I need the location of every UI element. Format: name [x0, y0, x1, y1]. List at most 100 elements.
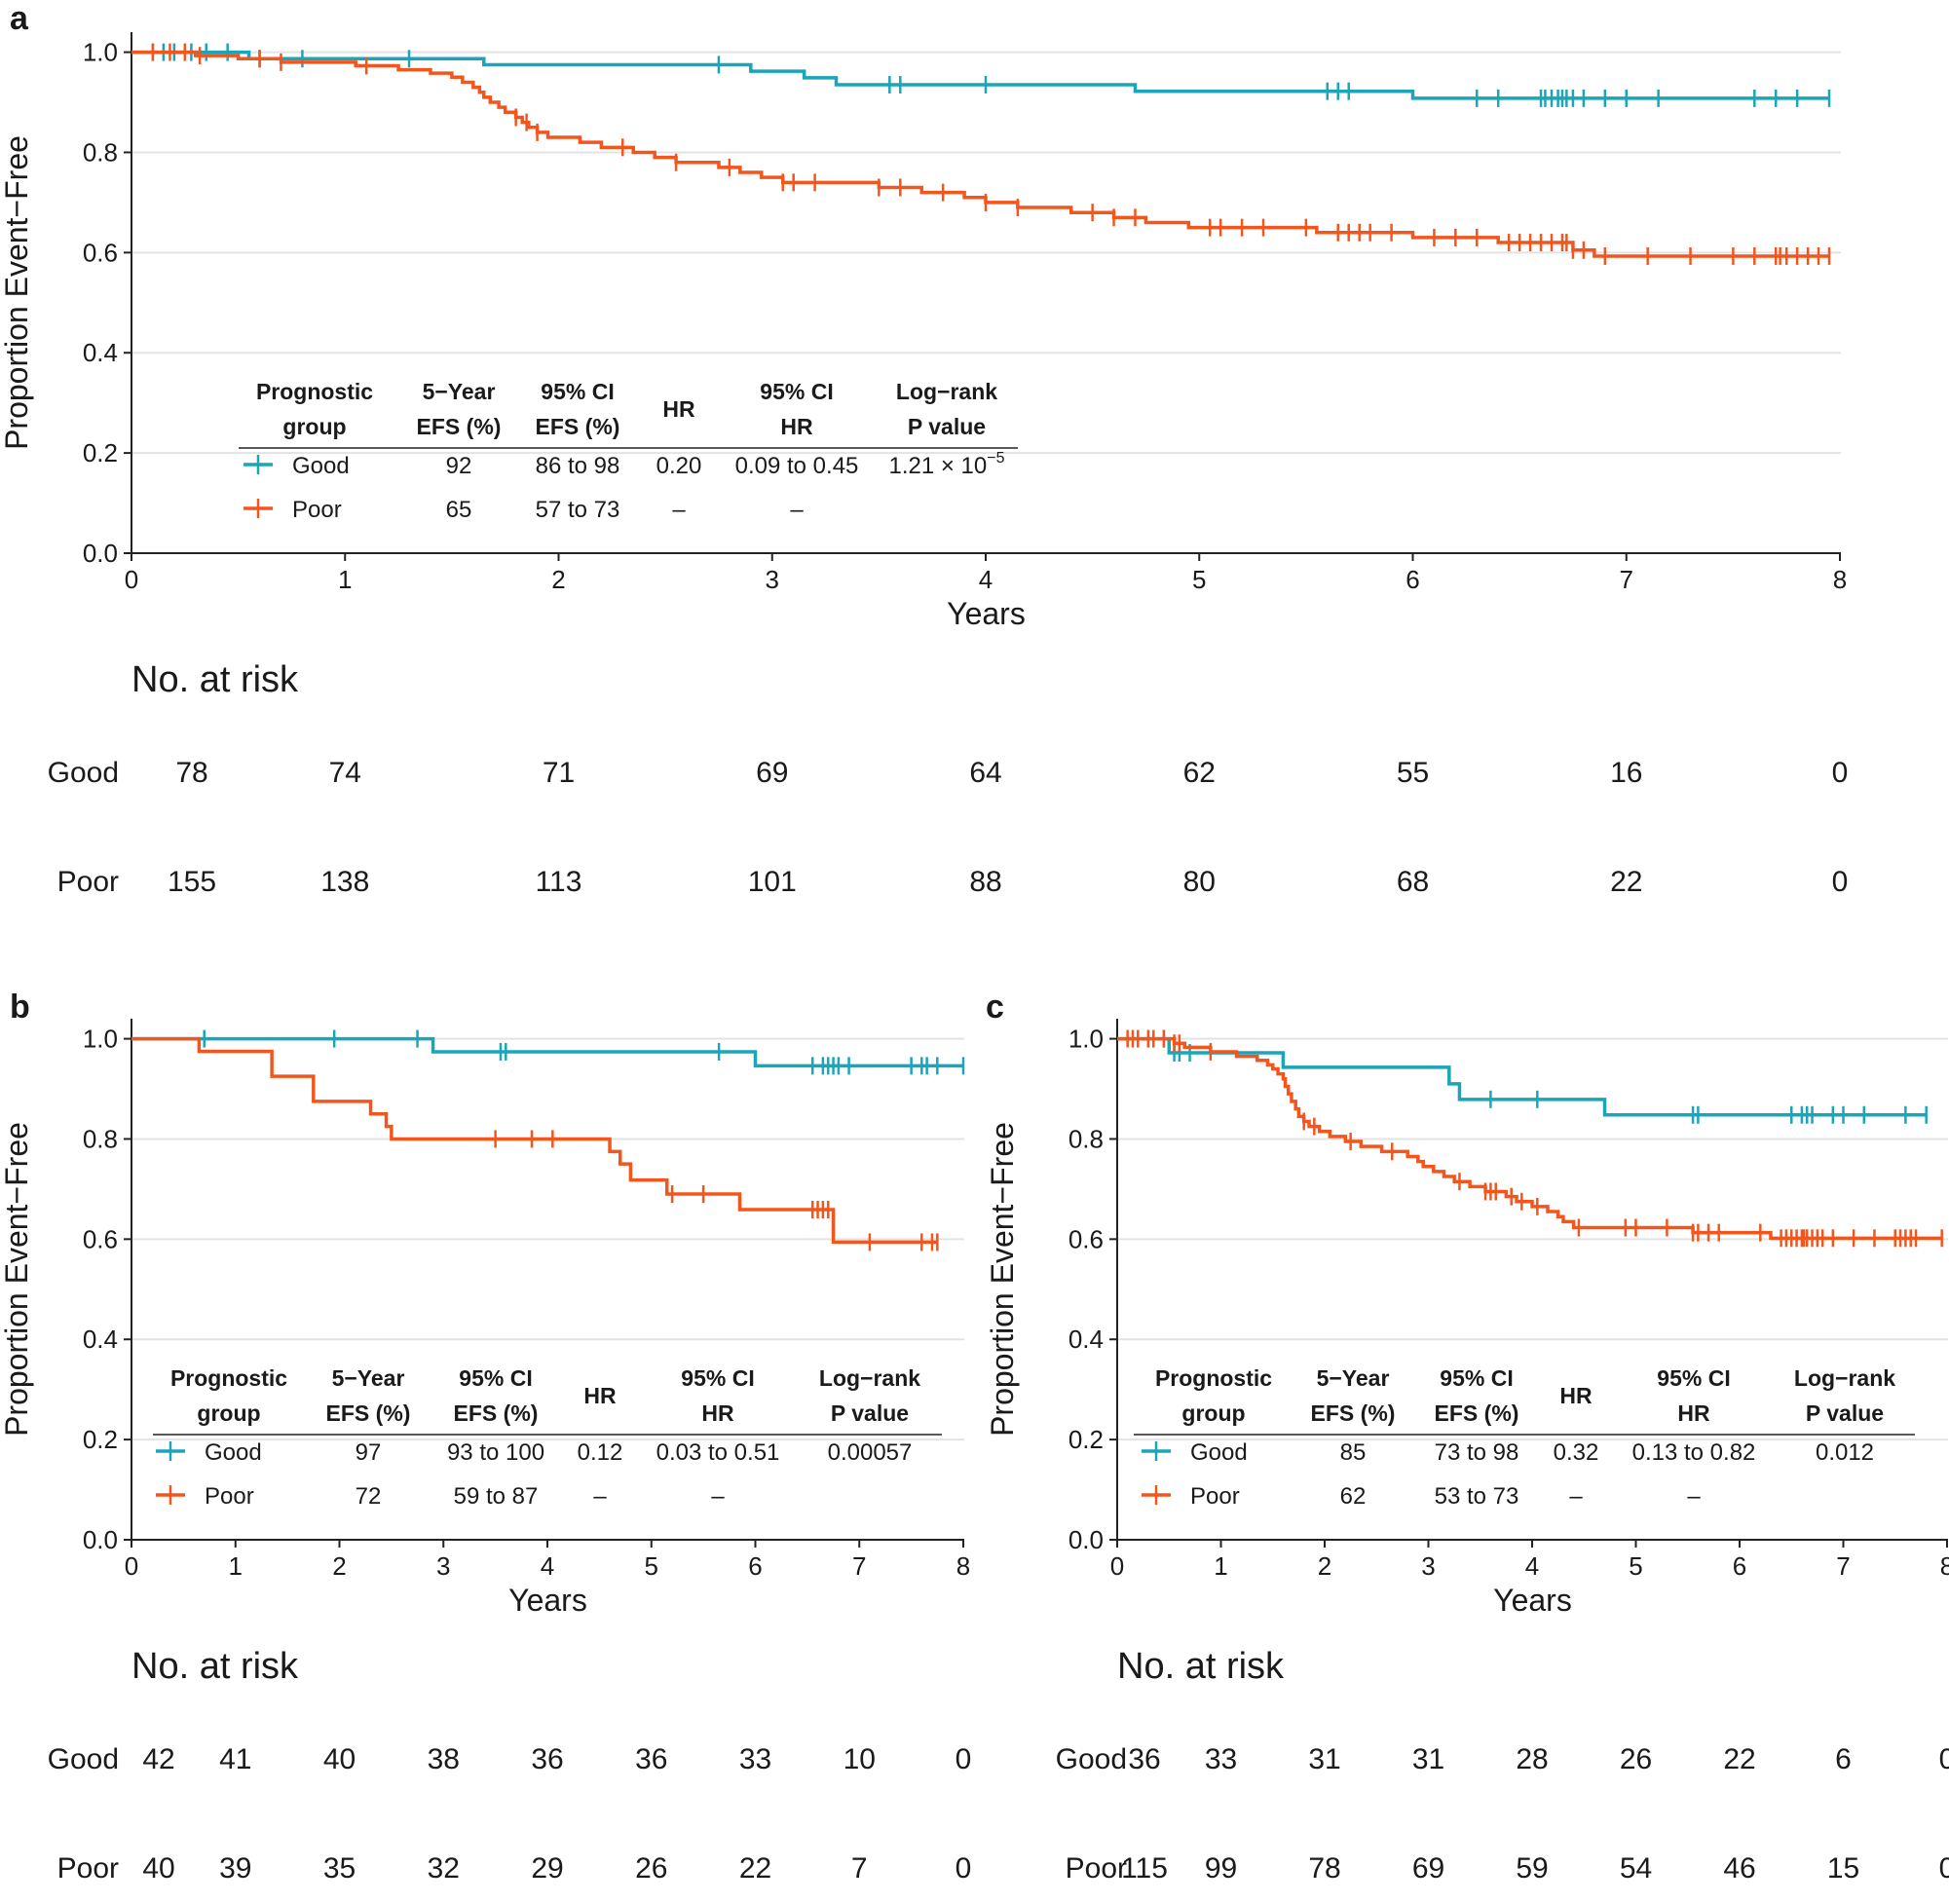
summary-table: Prognostic group 5−Year EFS (%) 95% CI EFS (%… — [153, 1365, 942, 1510]
table-header: 95% CI — [459, 1365, 532, 1391]
table-header: Log−rank — [896, 379, 997, 404]
x-tick-label: 3 — [766, 565, 779, 594]
risk-value: 69 — [756, 757, 788, 789]
x-tick-label: 5 — [1629, 1551, 1642, 1581]
table-cell: – — [790, 497, 804, 523]
table-cell: 0.09 to 0.45 — [735, 453, 859, 479]
y-axis-title: Proportion Event−Free — [985, 1122, 1020, 1437]
table-cell: 0.03 to 0.51 — [656, 1439, 780, 1466]
x-tick-label: 4 — [1525, 1551, 1539, 1581]
risk-value: 33 — [739, 1743, 771, 1775]
risk-table-title: No. at risk — [131, 659, 299, 700]
p-value: 1.21 × 10 — [888, 453, 987, 479]
risk-value: 0 — [956, 1743, 972, 1775]
table-header: HR — [662, 396, 695, 422]
risk-value: 88 — [969, 866, 1001, 898]
table-cell: 73 to 98 — [1435, 1439, 1519, 1466]
risk-value: 7 — [851, 1852, 868, 1885]
risk-value: 0 — [1939, 1852, 1949, 1885]
panel-label: b — [10, 989, 30, 1026]
table-header: EFS (%) — [417, 414, 502, 439]
table-header: P value — [1806, 1400, 1884, 1426]
x-tick-label: 2 — [551, 565, 565, 594]
table-header: 5−Year — [423, 379, 496, 404]
table-header: 95% CI — [541, 379, 614, 404]
panel-b: b 0.0 0.2 0.4 0.6 0.8 1.0 0 1 2 3 4 5 6 7 8 Years Proport… — [0, 989, 971, 1885]
x-tick-label: 1 — [338, 565, 352, 594]
table-header: EFS (%) — [536, 414, 620, 439]
y-tick-label: 0.6 — [1068, 1224, 1104, 1253]
x-tick-label: 5 — [645, 1551, 658, 1581]
y-tick-label: 0.8 — [1068, 1124, 1104, 1153]
table-header: EFS (%) — [326, 1400, 411, 1426]
risk-value: 80 — [1183, 866, 1216, 898]
risk-value: 113 — [536, 866, 582, 898]
table-cell: 0.13 to 0.82 — [1632, 1439, 1756, 1466]
risk-value: 59 — [1516, 1852, 1548, 1885]
panel-c: c0.00.20.40.60.81.00 1 2 3 4 5 6 7 8YearsProport… — [985, 989, 1949, 1885]
risk-value: 36 — [531, 1743, 563, 1775]
table-cell: – — [1687, 1483, 1701, 1510]
table-cell: 92 — [446, 453, 472, 479]
table-header: HR — [1559, 1383, 1593, 1408]
p-value: 0.012 — [1816, 1439, 1874, 1466]
summary-table: Prognostic group 5−Year EFS (%) 95% CI EFS (%… — [1134, 1365, 1915, 1510]
table-cell: 86 to 98 — [536, 453, 620, 479]
risk-value: 33 — [1205, 1743, 1237, 1775]
table-cell: 0.00057 — [828, 1439, 913, 1466]
risk-value: 41 — [219, 1743, 251, 1775]
x-tick-label: 2 — [332, 1551, 346, 1581]
y-tick-label: 0.2 — [83, 438, 118, 467]
y-tick-label: 0.4 — [1068, 1325, 1104, 1354]
x-tick-label: 6 — [748, 1551, 762, 1581]
risk-row-label: Good — [48, 757, 119, 789]
table-cell: – — [711, 1483, 725, 1510]
risk-value: 54 — [1620, 1852, 1652, 1885]
x-tick-label: 4 — [979, 565, 993, 594]
table-header: 95% CI — [1440, 1365, 1513, 1391]
table-cell: 57 to 73 — [536, 497, 620, 523]
panel-label: c — [986, 989, 1004, 1026]
x-tick-label: 0 — [125, 565, 138, 594]
risk-value: 36 — [635, 1743, 667, 1775]
risk-value: 78 — [175, 757, 207, 789]
table-header: EFS (%) — [1435, 1400, 1519, 1426]
table-header: Prognostic — [256, 379, 373, 404]
risk-value: 26 — [635, 1852, 667, 1885]
risk-value: 15 — [1827, 1852, 1859, 1885]
x-tick-label: 8 — [1940, 1551, 1949, 1581]
p-value: 0.00057 — [828, 1439, 913, 1466]
risk-row-label: Good — [1056, 1743, 1127, 1775]
risk-value: 26 — [1620, 1743, 1652, 1775]
risk-value: 101 — [748, 866, 797, 898]
table-header: Prognostic — [170, 1365, 287, 1391]
risk-value: 0 — [1832, 757, 1849, 789]
y-tick-label: 0.0 — [1068, 1525, 1104, 1554]
x-tick-label: 7 — [852, 1551, 866, 1581]
table-header: Log−rank — [819, 1365, 920, 1391]
table-header: HR — [780, 414, 813, 439]
table-cell: 85 — [1340, 1439, 1367, 1466]
panel-label: a — [10, 0, 29, 37]
risk-table: No. at risk Good 78 74 71 69 64 62 55 16 0 Poor 155 1… — [48, 659, 1849, 898]
table-cell: 0.012 — [1816, 1439, 1874, 1466]
risk-row-label: Poor — [57, 1852, 119, 1885]
summary-table: Prognostic group 5−Year EFS (%) 95% CI EFS (%… — [239, 379, 1018, 523]
table-header: 5−Year — [332, 1365, 405, 1391]
risk-value: 6 — [1835, 1743, 1852, 1775]
y-tick-label: 1.0 — [83, 1025, 118, 1054]
x-axis-title: Years — [508, 1583, 587, 1618]
risk-value: 22 — [1610, 866, 1642, 898]
y-tick-label: 0.6 — [83, 238, 118, 267]
km-curve-poor — [1117, 1036, 1942, 1241]
risk-value: 40 — [142, 1852, 174, 1885]
risk-value: 0 — [1832, 866, 1849, 898]
table-header: P value — [908, 414, 986, 439]
risk-value: 99 — [1205, 1852, 1237, 1885]
table-header: group — [1181, 1400, 1245, 1426]
x-tick-label: 7 — [1620, 565, 1633, 594]
risk-value: 115 — [1121, 1852, 1168, 1885]
x-tick-label: 5 — [1192, 565, 1206, 594]
